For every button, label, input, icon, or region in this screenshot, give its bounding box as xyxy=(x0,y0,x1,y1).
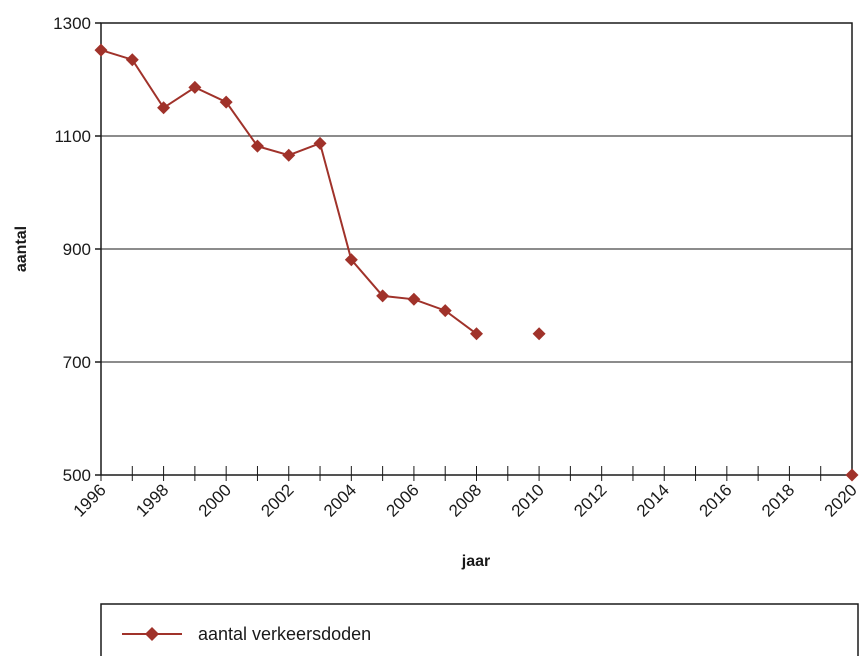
legend: aantal verkeersdoden xyxy=(100,603,859,656)
x-tick-label: 2004 xyxy=(320,480,360,520)
data-point xyxy=(94,43,108,57)
x-tick-label: 2000 xyxy=(195,480,235,520)
y-tick-label: 1300 xyxy=(53,14,91,33)
x-tick-label: 1998 xyxy=(132,480,172,520)
data-point xyxy=(188,80,202,94)
series-layer xyxy=(94,43,859,482)
data-point xyxy=(845,468,859,482)
data-point xyxy=(376,289,390,303)
y-tick-label: 1100 xyxy=(54,127,91,146)
y-tick-label: 700 xyxy=(63,353,91,372)
legend-box xyxy=(100,603,859,656)
x-tick-label: 1996 xyxy=(70,480,110,520)
series-line xyxy=(100,49,478,335)
gridlines xyxy=(101,135,852,363)
data-point xyxy=(532,327,546,341)
legend-swatch-marker xyxy=(145,627,159,641)
x-tick-label: 2012 xyxy=(570,480,610,520)
data-point xyxy=(125,53,139,67)
data-point xyxy=(282,148,296,162)
x-tick-label: 2010 xyxy=(508,480,548,520)
y-axis-title: aantal xyxy=(13,226,30,272)
data-point xyxy=(438,304,452,318)
x-axis-title: jaar xyxy=(461,553,490,570)
x-tick-label: 2020 xyxy=(821,480,861,520)
x-tick-label: 2006 xyxy=(383,480,423,520)
y-tick-label: 500 xyxy=(63,466,91,485)
data-point xyxy=(470,327,483,341)
data-point xyxy=(407,292,421,306)
x-tick-label: 2002 xyxy=(257,480,297,520)
x-tick-label: 2014 xyxy=(633,480,673,520)
y-tick-label: 900 xyxy=(63,240,91,259)
data-point xyxy=(313,136,327,150)
x-axis-ticks: 1996 1998 2000 2002 2004 2006 2008 2010 2012 2014… xyxy=(70,466,861,521)
data-point xyxy=(344,253,358,267)
y-axis-ticks: 500 700 900 1100 1300 xyxy=(53,14,101,485)
x-tick-label: 2018 xyxy=(758,480,798,520)
x-tick-label: 2008 xyxy=(445,480,485,520)
x-tick-label: 2016 xyxy=(695,480,735,520)
data-point xyxy=(250,139,264,153)
legend-label: aantal verkeersdoden xyxy=(198,624,371,644)
data-point xyxy=(157,101,171,115)
data-point xyxy=(219,95,233,109)
